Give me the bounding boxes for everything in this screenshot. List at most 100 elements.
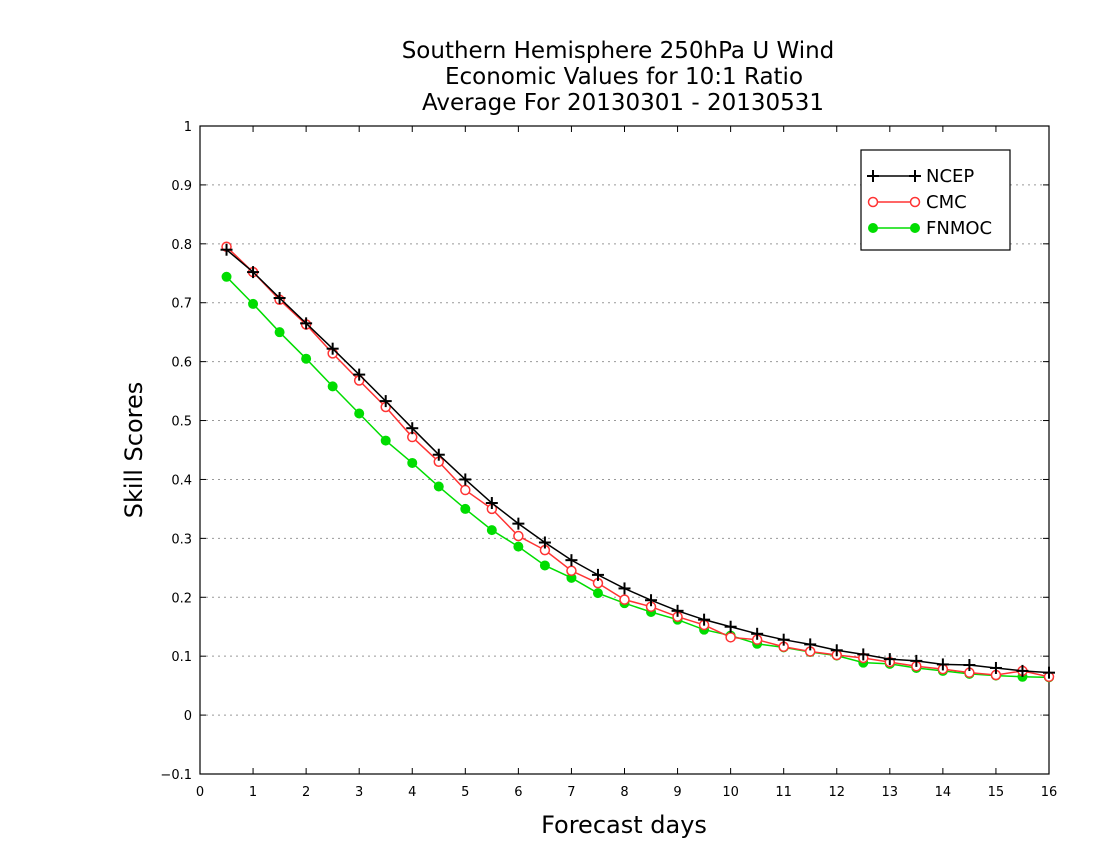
data-point-ncep: [273, 292, 286, 305]
y-tick-label: 0.6: [171, 356, 192, 371]
data-point-ncep: [618, 582, 631, 595]
y-tick-label: 0.5: [171, 415, 192, 430]
grid: [200, 184, 1049, 716]
data-point-fnmoc: [513, 541, 524, 552]
data-point-fnmoc: [221, 271, 232, 282]
x-tick-label: 11: [775, 785, 792, 800]
legend-marker-fnmoc: [910, 223, 920, 233]
data-point-fnmoc: [433, 481, 444, 492]
y-tick-label: 0.9: [171, 179, 192, 194]
data-point-fnmoc: [592, 588, 603, 599]
y-axis-ticks: −0.1 0 0.1 0.2 0.3 0.4 0.5 0.6 0.7 0.8 0.9 1: [160, 120, 1049, 783]
series-fnmoc: [221, 271, 1054, 683]
x-tick-label: 8: [620, 785, 628, 800]
data-point-ncep: [698, 613, 711, 626]
data-point-ncep: [777, 633, 790, 646]
data-point-ncep: [379, 395, 392, 408]
x-tick-label: 9: [673, 785, 681, 800]
data-point-fnmoc: [380, 435, 391, 446]
x-tick-label: 13: [882, 785, 899, 800]
data-point-fnmoc: [301, 353, 312, 364]
data-point-ncep: [671, 604, 684, 617]
data-point-cmc: [619, 594, 630, 605]
y-tick-label: 0: [184, 709, 192, 724]
data-point-ncep: [963, 659, 976, 672]
data-point-ncep: [1043, 666, 1055, 679]
data-point-fnmoc: [274, 327, 285, 338]
legend-label-cmc: CMC: [926, 192, 967, 213]
legend-marker-fnmoc: [868, 223, 878, 233]
data-point-ncep: [406, 422, 419, 435]
y-tick-label: 0.3: [171, 532, 192, 547]
y-tick-label: 0.2: [171, 591, 192, 606]
legend-marker-ncep: [867, 170, 879, 182]
legend-item-fnmoc: FNMOC: [868, 218, 992, 239]
series-line-ncep: [226, 249, 1050, 674]
data-point-cmc: [725, 632, 736, 643]
x-tick-label: 12: [828, 785, 845, 800]
data-point-ncep: [591, 568, 604, 581]
y-tick-label: 0.4: [171, 473, 192, 488]
x-axis-ticks: 0 1 2 3 4 5 6 7 8 9 10 11 12 13 14 15 16: [196, 126, 1057, 800]
x-tick-label: 3: [355, 785, 363, 800]
x-tick-label: 0: [196, 785, 204, 800]
data-point-cmc: [566, 565, 577, 577]
x-tick-label: 14: [935, 785, 952, 800]
x-tick-label: 15: [988, 785, 1005, 800]
data-point-ncep: [724, 620, 737, 633]
x-tick-label: 7: [567, 785, 575, 800]
data-point-ncep: [247, 266, 260, 279]
chart-title-line-2: Economic Values for 10:1 Ratio: [445, 64, 803, 90]
y-tick-label: 0.1: [171, 650, 192, 665]
legend-box: [860, 149, 1011, 251]
chart-title-line-1: Southern Hemisphere 250hPa U Wind: [402, 38, 835, 64]
data-point-ncep: [645, 594, 658, 607]
chart-title-line-3: Average For 20130301 - 20130531: [422, 90, 824, 116]
data-point-cmc: [513, 530, 524, 542]
data-point-fnmoc: [248, 298, 259, 309]
data-point-ncep: [459, 473, 472, 486]
data-point-ncep: [220, 243, 233, 256]
chart-title: Southern Hemisphere 250hPa U Wind Econom…: [402, 38, 835, 116]
data-point-ncep: [432, 448, 445, 461]
data-point-ncep: [1016, 664, 1029, 677]
series-line-fnmoc: [225, 276, 1050, 679]
data-point-ncep: [857, 648, 870, 661]
data-point-ncep: [300, 317, 313, 330]
series: [220, 241, 1055, 683]
x-tick-label: 2: [302, 785, 310, 800]
data-point-ncep: [830, 644, 843, 657]
data-point-ncep: [883, 653, 896, 666]
data-point-ncep: [538, 536, 551, 549]
data-point-ncep: [751, 627, 764, 640]
data-point-fnmoc: [460, 503, 471, 514]
x-tick-label: 6: [514, 785, 522, 800]
x-axis-label: Forecast days: [541, 811, 707, 839]
x-tick-label: 16: [1041, 785, 1058, 800]
legend-label-fnmoc: FNMOC: [926, 218, 992, 239]
data-point-ncep: [910, 654, 923, 667]
data-point-fnmoc: [327, 381, 338, 392]
x-tick-label: 4: [408, 785, 416, 800]
legend-item-cmc: CMC: [867, 192, 967, 213]
series-line-cmc: [226, 246, 1050, 678]
data-point-fnmoc: [354, 408, 365, 419]
data-point-ncep: [353, 368, 366, 381]
legend: NCEP CMC FNMOC: [860, 149, 1011, 251]
legend-marker-cmc: [867, 196, 879, 208]
y-axis-label: Skill Scores: [120, 382, 148, 519]
data-point-ncep: [989, 661, 1002, 674]
data-point-fnmoc: [539, 560, 550, 571]
data-point-ncep: [804, 638, 817, 651]
legend-item-ncep: NCEP: [867, 166, 974, 187]
y-tick-label: 0.7: [171, 297, 192, 312]
series-ncep: [220, 243, 1055, 679]
x-tick-label: 5: [461, 785, 469, 800]
data-point-fnmoc: [407, 457, 418, 468]
y-tick-label: 0.8: [171, 238, 192, 253]
y-tick-label: −0.1: [160, 768, 192, 783]
y-tick-label: 1: [184, 120, 192, 135]
legend-marker-cmc: [909, 196, 921, 208]
x-tick-label: 1: [249, 785, 257, 800]
